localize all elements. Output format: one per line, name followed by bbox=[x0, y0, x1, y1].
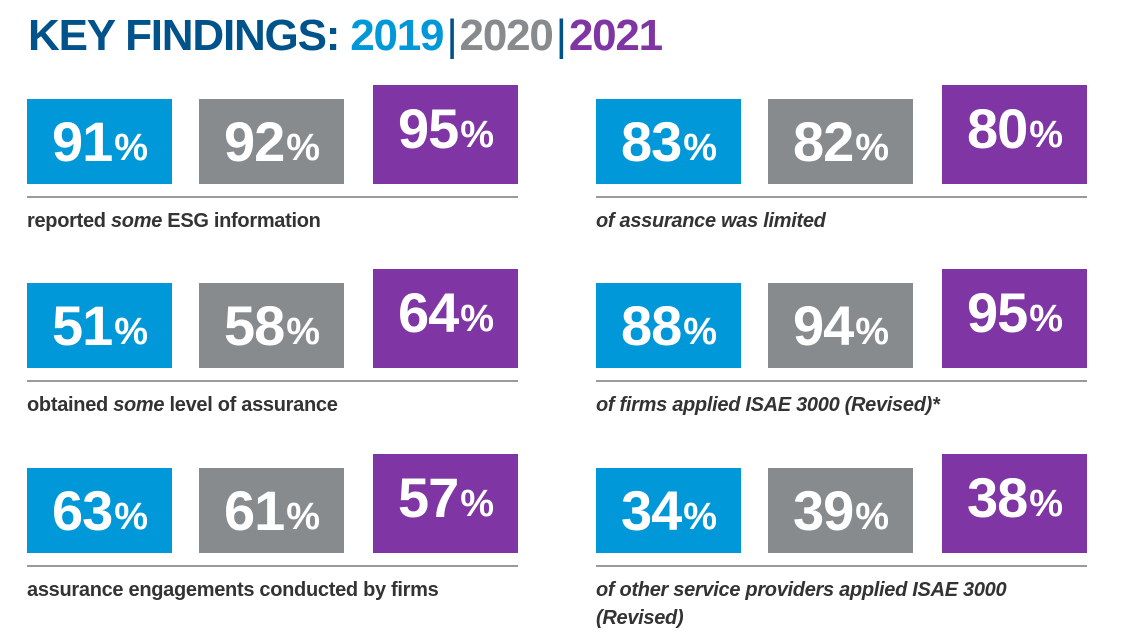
percent-sign: % bbox=[1029, 297, 1063, 340]
percent-sign: % bbox=[855, 126, 889, 169]
stat-value: 58 bbox=[223, 293, 285, 357]
percent-sign: % bbox=[683, 310, 717, 353]
label-emphasis: some bbox=[113, 394, 165, 416]
stat-box-2021: 95% bbox=[942, 269, 1087, 368]
stat-value: 92 bbox=[223, 109, 285, 173]
divider bbox=[27, 196, 518, 198]
stat-box-2021: 95% bbox=[373, 85, 518, 184]
percent-sign: % bbox=[286, 310, 320, 353]
divider bbox=[27, 565, 518, 567]
label-text: obtained bbox=[27, 394, 114, 416]
stat-box-2020: 92% bbox=[199, 99, 344, 184]
stat-value: 94 bbox=[792, 293, 854, 357]
label-text: level of assurance bbox=[164, 394, 338, 416]
stat-value: 63 bbox=[51, 478, 113, 542]
divider bbox=[596, 196, 1087, 198]
stat-box-2021: 80% bbox=[942, 85, 1087, 184]
stat-box-2019: 51% bbox=[27, 283, 172, 368]
title-lead: KEY FINDINGS: bbox=[28, 11, 340, 60]
label-text: ESG information bbox=[162, 210, 321, 232]
stat-box-2019: 34% bbox=[596, 468, 741, 553]
label-text: reported bbox=[27, 210, 111, 232]
percent-sign: % bbox=[1029, 113, 1063, 156]
stat-value: 64 bbox=[397, 280, 459, 344]
percent-sign: % bbox=[460, 297, 494, 340]
percent-sign: % bbox=[114, 310, 148, 353]
divider bbox=[27, 380, 518, 382]
stat-box-2021: 64% bbox=[373, 269, 518, 368]
percent-sign: % bbox=[114, 495, 148, 538]
stat-box-2020: 39% bbox=[768, 468, 913, 553]
label-emphasis: some bbox=[110, 210, 163, 232]
percent-sign: % bbox=[683, 495, 717, 538]
stat-value: 80 bbox=[966, 96, 1028, 160]
stat-value: 88 bbox=[620, 293, 682, 357]
finding-label: of firms applied ISAE 3000 (Revised)* bbox=[596, 394, 940, 416]
stat-value: 91 bbox=[51, 109, 113, 173]
finding-label: reported some ESG information bbox=[27, 207, 518, 235]
stat-box-2021: 57% bbox=[373, 454, 518, 553]
stat-value: 51 bbox=[51, 293, 113, 357]
percent-sign: % bbox=[286, 495, 320, 538]
stat-box-2019: 91% bbox=[27, 99, 172, 184]
divider bbox=[596, 565, 1087, 567]
title-year-2019: 2019 bbox=[350, 11, 444, 60]
stat-box-2020: 61% bbox=[199, 468, 344, 553]
percent-sign: % bbox=[460, 482, 494, 525]
finding-label: of other service providers applied ISAE … bbox=[596, 579, 1007, 629]
stat-box-2019: 63% bbox=[27, 468, 172, 553]
stat-value: 39 bbox=[792, 478, 854, 542]
percent-sign: % bbox=[286, 126, 320, 169]
stat-value: 83 bbox=[620, 109, 682, 173]
percent-sign: % bbox=[855, 495, 889, 538]
stat-value: 95 bbox=[966, 280, 1028, 344]
finding-label: of assurance was limited bbox=[596, 210, 826, 232]
percent-sign: % bbox=[460, 113, 494, 156]
title-separator: | bbox=[446, 11, 457, 60]
stat-box-2020: 82% bbox=[768, 99, 913, 184]
title-separator: | bbox=[555, 11, 567, 60]
stat-value: 38 bbox=[966, 465, 1028, 529]
title-year-2020: 2020 bbox=[459, 11, 554, 60]
stat-value: 61 bbox=[223, 478, 285, 542]
stat-value: 95 bbox=[397, 96, 459, 160]
percent-sign: % bbox=[855, 310, 889, 353]
stat-box-2020: 94% bbox=[768, 283, 913, 368]
stat-value: 82 bbox=[792, 109, 854, 173]
stat-box-2019: 83% bbox=[596, 99, 741, 184]
stat-box-2021: 38% bbox=[942, 454, 1087, 553]
percent-sign: % bbox=[1029, 482, 1063, 525]
percent-sign: % bbox=[114, 126, 148, 169]
stat-value: 34 bbox=[620, 478, 682, 542]
stat-value: 57 bbox=[397, 465, 459, 529]
page-title: KEY FINDINGS: 2019|2020|2021 bbox=[28, 6, 663, 66]
percent-sign: % bbox=[683, 126, 717, 169]
stat-box-2019: 88% bbox=[596, 283, 741, 368]
finding-label: assurance engagements conducted by firms bbox=[27, 579, 439, 601]
finding-label: obtained some level of assurance bbox=[27, 391, 518, 419]
stat-box-2020: 58% bbox=[199, 283, 344, 368]
title-year-2021: 2021 bbox=[568, 11, 663, 60]
divider bbox=[596, 380, 1087, 382]
